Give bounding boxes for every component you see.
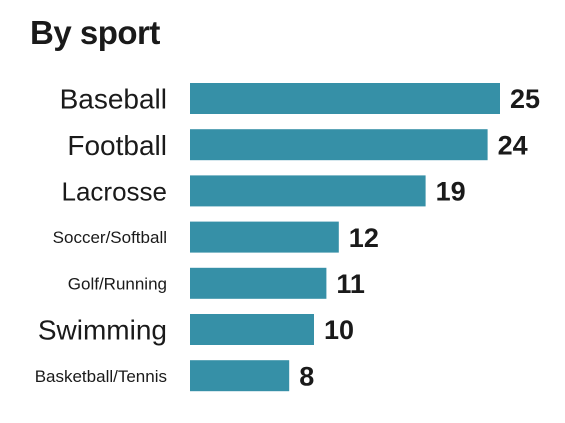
category-label-soccer-softball: Soccer/Softball	[53, 228, 167, 247]
bar-football	[190, 129, 488, 161]
bar-basketball-tennis	[190, 360, 290, 392]
value-label-baseball: 25	[510, 84, 540, 114]
bar-baseball	[190, 83, 500, 114]
bar-golf-running	[190, 267, 327, 299]
category-label-basketball-tennis: Basketball/Tennis	[35, 367, 167, 386]
bar-soccer-softball	[190, 221, 339, 253]
bar-lacrosse	[190, 175, 426, 207]
value-label-golf-running: 11	[336, 269, 365, 299]
category-label-lacrosse: Lacrosse	[62, 176, 168, 206]
category-label-swimming: Swimming	[38, 315, 167, 346]
value-label-basketball-tennis: 8	[299, 361, 314, 391]
category-label-baseball: Baseball	[60, 84, 167, 115]
value-label-lacrosse: 19	[436, 177, 466, 207]
bar-swimming	[190, 314, 314, 345]
chart-title: By sport	[30, 14, 160, 51]
value-label-soccer-softball: 12	[349, 223, 379, 253]
value-label-swimming: 10	[324, 315, 354, 345]
category-label-football: Football	[67, 130, 167, 161]
category-label-golf-running: Golf/Running	[68, 274, 167, 293]
value-label-football: 24	[498, 130, 528, 160]
